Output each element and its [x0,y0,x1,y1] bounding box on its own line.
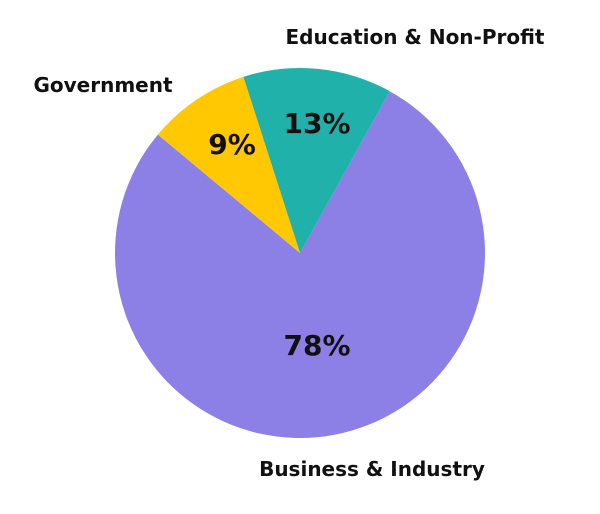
pie-slice-education-non-profit [243,68,390,253]
slice-category-label: Business & Industry [259,457,485,481]
pie-slice-government [157,76,300,253]
slice-percent-label: 13% [283,107,350,140]
slice-category-label: Education & Non-Profit [286,25,545,49]
slice-percent-label: 9% [208,128,256,161]
slice-percent-label: 78% [283,329,350,362]
slice-category-label: Government [33,73,173,97]
pie-slice-business-industry [114,91,485,439]
